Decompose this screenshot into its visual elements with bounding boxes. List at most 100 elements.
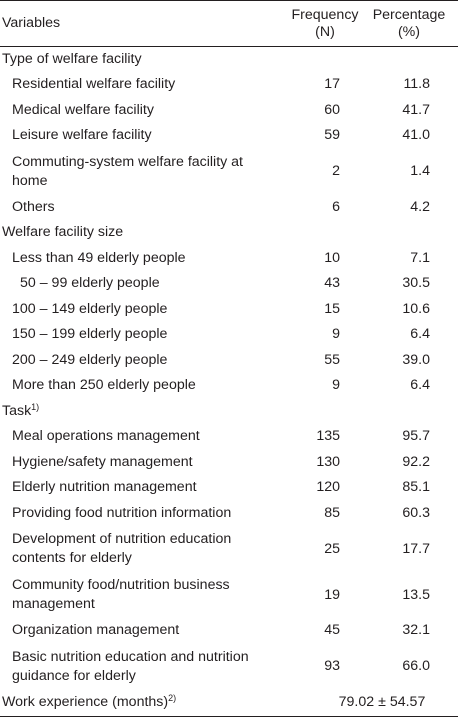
experience-label: Work experience (months) <box>2 694 169 710</box>
row-percentage: 13.5 <box>402 586 430 603</box>
row-frequency: 15 <box>324 300 340 317</box>
section-row-type: Type of welfare facility <box>0 47 458 73</box>
experience-row: Work experience (months)2) 79.02 ± 54.57 <box>0 689 458 717</box>
table-row: 150 – 199 elderly people 9 6.4 <box>0 322 458 348</box>
row-percentage: 1.4 <box>410 163 430 179</box>
row-frequency: 9 <box>332 326 340 343</box>
row-label: Meal operations management <box>12 428 200 445</box>
section-title: Task1) <box>0 399 458 425</box>
row-label: Commuting-system welfare facility at home <box>0 149 286 195</box>
row-label: Providing food nutrition information <box>12 504 232 521</box>
row-percentage: 17.7 <box>402 540 430 557</box>
row-label: Work experience (months)2) <box>0 689 286 717</box>
row-label: Organization management <box>12 622 180 639</box>
row-label: 200 – 249 elderly people <box>12 351 168 368</box>
table-row: Organization management 45 32.1 <box>0 618 458 644</box>
row-percentage: 4.2 <box>410 198 430 215</box>
table-row: Meal operations management 135 95.7 <box>0 424 458 450</box>
table-row: More than 250 elderly people 9 6.4 <box>0 373 458 399</box>
table-row: Community food/nutrition business managem… <box>0 572 458 618</box>
table-row: Others 6 4.2 <box>0 195 458 221</box>
section-title-text: Task <box>2 402 32 419</box>
footnote-marker: 2) <box>168 693 177 703</box>
row-percentage: 7.1 <box>410 249 430 266</box>
header-frequency: Frequency (N) <box>286 0 364 47</box>
row-label: Development of nutrition education conten… <box>0 526 286 572</box>
experience-value: 79.02 ± 54.57 <box>286 689 458 717</box>
row-label-line2: management <box>12 596 95 612</box>
row-label-line2: home <box>12 172 48 189</box>
row-label: 150 – 199 elderly people <box>12 326 168 343</box>
header-percentage-line2: (%) <box>397 23 421 40</box>
row-percentage: 85.1 <box>402 479 430 496</box>
row-frequency: 93 <box>324 658 340 674</box>
row-percentage: 66.0 <box>402 658 430 674</box>
table-row: Commuting-system welfare facility at home… <box>0 149 458 195</box>
row-label: Less than 49 elderly people <box>12 249 186 266</box>
header-variables: Variables <box>0 0 286 47</box>
row-label: Elderly nutrition management <box>12 479 197 496</box>
row-frequency: 45 <box>324 622 340 639</box>
row-frequency: 2 <box>332 163 340 179</box>
row-frequency: 17 <box>324 76 340 93</box>
row-frequency: 85 <box>324 504 340 521</box>
row-label: 50 – 99 elderly people <box>20 275 160 292</box>
row-label-line1: Commuting-system welfare facility at <box>12 153 244 170</box>
row-label: Residential welfare facility <box>12 76 176 93</box>
row-label: More than 250 elderly people <box>12 377 196 394</box>
row-frequency: 6 <box>332 198 340 215</box>
table-header-row: Variables Frequency (N) Percentage (%) <box>0 0 458 47</box>
row-frequency: 130 <box>316 453 340 470</box>
row-label-line2: contents for elderly <box>12 550 132 566</box>
table-row: 200 – 249 elderly people 55 39.0 <box>0 348 458 374</box>
table-row: Medical welfare facility 60 41.7 <box>0 98 458 124</box>
row-percentage: 32.1 <box>402 622 430 639</box>
row-percentage: 39.0 <box>402 351 430 368</box>
table-row: Providing food nutrition information 85 … <box>0 501 458 527</box>
section-row-size: Welfare facility size <box>0 220 458 246</box>
table-row: Residential welfare facility 17 11.8 <box>0 72 458 98</box>
row-frequency: 25 <box>324 540 340 557</box>
header-frequency-line1: Frequency <box>291 6 359 23</box>
row-percentage: 92.2 <box>402 453 430 470</box>
row-label: Medical welfare facility <box>12 101 154 118</box>
section-title: Welfare facility size <box>2 224 124 241</box>
row-frequency: 120 <box>316 479 340 496</box>
row-percentage: 11.8 <box>403 76 430 93</box>
row-percentage: 60.3 <box>402 504 430 521</box>
row-label: Others <box>12 198 55 215</box>
row-label-line2: guidance for elderly <box>12 667 136 684</box>
row-percentage: 41.0 <box>402 127 430 144</box>
row-percentage: 6.4 <box>410 326 430 343</box>
row-label: Leisure welfare facility <box>12 127 152 144</box>
section-row-task: Task1) <box>0 399 458 425</box>
row-frequency: 55 <box>324 351 340 368</box>
row-percentage: 10.6 <box>402 300 430 317</box>
row-frequency: 135 <box>316 428 340 445</box>
row-label: Community food/nutrition business managem… <box>0 572 286 618</box>
row-percentage: 6.4 <box>410 377 430 394</box>
header-frequency-line2: (N) <box>315 23 335 40</box>
row-frequency: 60 <box>324 101 340 118</box>
table-row: Development of nutrition education conten… <box>0 526 458 572</box>
row-label: 100 – 149 elderly people <box>12 300 168 317</box>
row-frequency: 43 <box>324 275 340 292</box>
footnote-marker: 1) <box>31 401 40 412</box>
row-label: Basic nutrition education and nutrition g… <box>0 644 286 690</box>
header-percentage-line1: Percentage <box>372 6 446 23</box>
table-row: Hygiene/safety management 130 92.2 <box>0 450 458 476</box>
row-label-line1: Community food/nutrition business <box>12 577 230 593</box>
table-row: 50 – 99 elderly people 43 30.5 <box>0 271 458 297</box>
row-percentage: 41.7 <box>402 101 430 118</box>
table-row: 100 – 149 elderly people 15 10.6 <box>0 297 458 323</box>
row-label-line1: Development of nutrition education <box>12 531 232 547</box>
row-percentage: 30.5 <box>402 275 430 292</box>
row-percentage: 95.7 <box>402 428 430 445</box>
row-frequency: 59 <box>324 127 340 144</box>
header-percentage: Percentage (%) <box>364 0 458 47</box>
row-label: Hygiene/safety management <box>12 453 193 470</box>
row-frequency: 9 <box>332 377 340 394</box>
row-frequency: 19 <box>324 586 340 603</box>
